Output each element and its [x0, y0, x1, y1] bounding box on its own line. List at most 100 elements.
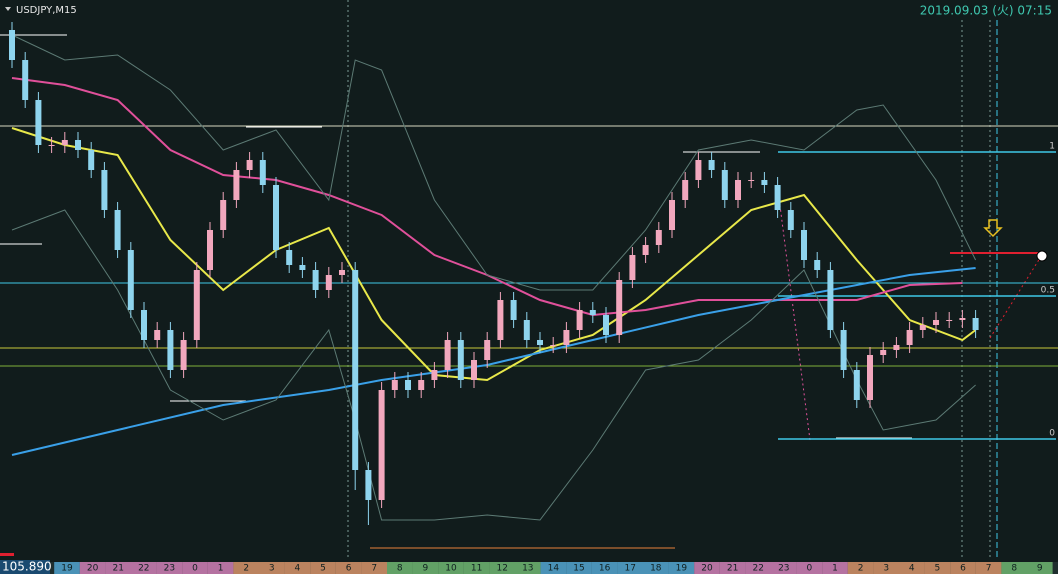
axis-cell [668, 562, 695, 574]
axis-cell [182, 562, 208, 574]
timestamp: 2019.09.03 (火) 07:15 [920, 4, 1052, 18]
candle-body [9, 30, 15, 60]
axis-cell [259, 562, 285, 574]
candle-body [972, 318, 979, 330]
symbol-title: USDJPY,M15 [16, 5, 77, 16]
indicator-line [11, 34, 977, 291]
candle-body [141, 310, 147, 340]
x-tick-label: 3 [269, 564, 275, 574]
axis-cell [643, 562, 669, 574]
candle-body [933, 320, 939, 325]
candle-body [523, 320, 530, 340]
candle-body [880, 350, 887, 355]
candle-body [339, 270, 345, 275]
x-tick-label: 4 [909, 564, 915, 574]
candle-body [378, 390, 385, 500]
candle-body [735, 180, 741, 200]
candle-body [246, 160, 253, 170]
candle-body [431, 370, 438, 380]
x-tick-label: 7 [371, 564, 377, 574]
candle-body [207, 230, 213, 270]
axis-cell [54, 562, 80, 574]
axis-cell [310, 562, 336, 574]
candle-body [946, 320, 953, 321]
candle-body [682, 180, 689, 200]
axis-cell [540, 562, 567, 574]
axis-cell [873, 562, 899, 574]
candle-body [127, 250, 134, 310]
candle-body [61, 140, 68, 145]
candle-body [101, 170, 108, 210]
candle-body [550, 345, 557, 346]
x-tick-label: 3 [883, 564, 889, 574]
candle-body [893, 345, 900, 350]
candle-body [352, 270, 359, 470]
candle-body [669, 200, 675, 230]
candle-body [418, 380, 425, 390]
fibonacci: 10.50 [0, 125, 1058, 440]
candle-body [193, 270, 200, 340]
x-tick-label: 21 [112, 564, 123, 574]
x-tick-label: 2 [243, 564, 249, 574]
axis-cell [924, 562, 951, 574]
x-tick-label: 4 [295, 564, 301, 574]
x-tick-label: 9 [423, 564, 429, 574]
x-tick-label: 12 [496, 564, 507, 574]
menu-icon[interactable] [5, 7, 11, 11]
x-tick-label: 22 [752, 564, 763, 574]
indicator-line [11, 209, 976, 521]
axis-cell [387, 562, 413, 574]
axis-cell [694, 562, 720, 574]
x-tick-label: 15 [573, 564, 584, 574]
candle-body [853, 370, 860, 400]
axis-cell [207, 562, 234, 574]
candle-body [748, 180, 755, 181]
candle-body [589, 310, 596, 315]
candle-body [761, 180, 768, 185]
axis-cell [566, 562, 592, 574]
axis-cell [847, 562, 874, 574]
x-tick-label: 22 [138, 564, 149, 574]
axis-cell [591, 562, 618, 574]
candle-body [484, 340, 491, 360]
fib-label: 0 [1049, 429, 1055, 439]
axis-cell [975, 562, 1002, 574]
candle-body [167, 330, 174, 370]
axis-cell [438, 562, 464, 574]
candle-body [814, 260, 821, 270]
x-tick-label: 6 [960, 564, 966, 574]
x-tick-label: 19 [676, 564, 688, 574]
price-box [0, 560, 50, 574]
x-tick-label: 5 [320, 564, 326, 574]
x-tick-label: 10 [445, 564, 457, 574]
candle-body [642, 245, 649, 255]
candle-body [827, 270, 834, 330]
candle-body [471, 360, 477, 380]
time-axis: 19 20 21 22 23 0 1 2 3 4 5 6 7 8 9 10 11 12 13 14 15 16 17 18 19… [50, 562, 1058, 574]
axis-cell [950, 562, 976, 574]
candle-body [537, 340, 543, 345]
trend-line [989, 257, 1041, 339]
x-tick-label: 14 [548, 564, 560, 574]
candle-body [220, 200, 227, 230]
axis-cell [1001, 562, 1027, 574]
axis-cell [233, 562, 259, 574]
x-tick-label: 2 [858, 564, 864, 574]
candle-body [273, 185, 279, 250]
candle-body [510, 300, 517, 320]
candle-body [695, 160, 702, 180]
x-tick-label: 16 [599, 564, 611, 574]
x-tick-label: 19 [61, 564, 73, 574]
candle-body [787, 210, 794, 230]
axis-cell [719, 562, 746, 574]
candle-body [391, 380, 398, 390]
x-tick-label: 5 [935, 564, 941, 574]
fib-label: 1 [1049, 142, 1055, 152]
x-tick-label: 8 [1011, 564, 1017, 574]
candle-body [22, 60, 29, 100]
x-tick-label: 20 [701, 564, 713, 574]
candle-body [801, 230, 807, 260]
candle-body [774, 185, 781, 210]
axis-cell [79, 562, 106, 574]
candle-body [576, 310, 583, 330]
